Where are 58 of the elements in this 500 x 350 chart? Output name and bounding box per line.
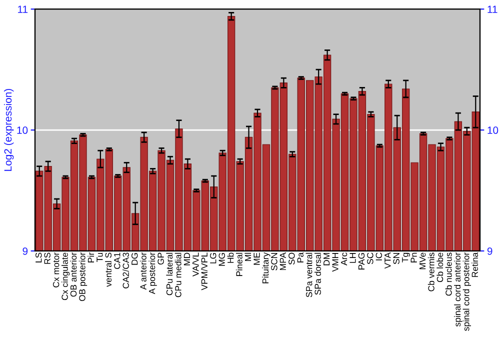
x-tick-label: Arc — [341, 252, 348, 266]
y2-tick-label: 10 — [488, 126, 498, 134]
x-tick-label: Pa — [297, 252, 304, 262]
x-tick-label: OB posterior — [78, 252, 88, 302]
x-tick-label: A anterior — [140, 252, 146, 290]
x-tick-label: Cx cingulate — [61, 252, 70, 300]
x-tick-label: VA/VL — [192, 252, 199, 276]
x-tick-label: Pn — [410, 252, 417, 262]
x-tick-label: DG — [131, 252, 138, 265]
x-tick-label: SO — [288, 252, 295, 265]
x-tick-label: DM — [324, 253, 330, 266]
x-tick-label: Tg — [402, 252, 410, 262]
x-tick-label: Tu — [96, 252, 103, 262]
x-tick-label: LG — [210, 252, 216, 264]
x-tick-label: MPA — [280, 252, 286, 270]
x-tick-label: MD — [184, 252, 190, 266]
x-tick-label: ME — [254, 252, 260, 265]
y2-tick-label: 9 — [487, 247, 492, 255]
x-tick-label: VTA — [384, 252, 391, 269]
x-tick-label: Cb vermis — [428, 252, 434, 292]
x-tick-label: OB anterior — [70, 252, 77, 297]
x-tick-label: CPu lateral — [166, 252, 173, 296]
y2-tick-label: 11 — [488, 6, 498, 13]
x-tick-label: CPu medial — [174, 252, 182, 298]
x-tick-label: spinal cord anterior — [454, 252, 462, 327]
x-tick-label: CA2/CA3 — [122, 252, 129, 288]
x-tick-label: SCN — [271, 253, 278, 270]
x-tick-label: MG — [218, 252, 225, 266]
x-tick-label: GP — [158, 252, 164, 265]
x-tick-label: SPa ventral — [306, 252, 312, 298]
x-tick-label: A posterior — [148, 252, 157, 294]
x-tick-label: Ml — [244, 252, 252, 261]
x-tick-label: PAG — [358, 252, 365, 270]
y-tick-label: 11 — [18, 6, 28, 13]
x-tick-label: MVe — [420, 252, 426, 270]
x-tick-label: Cx motor — [52, 252, 60, 288]
x-tick-label: CA1 — [114, 252, 120, 269]
x-tick-label: Cb nucleus — [445, 252, 452, 296]
x-tick-label: Pituitary — [262, 252, 270, 284]
x-tick-label: LS — [36, 252, 42, 262]
x-tick-label: Hb — [227, 252, 234, 263]
x-tick-label: SPa dorsal — [314, 252, 321, 295]
x-tick-label: VMH — [332, 253, 338, 272]
x-tick-label: SN — [393, 253, 400, 264]
x-tick-label: IC — [376, 252, 382, 260]
y-axis-title: Log2 (expression) — [4, 88, 14, 171]
y-tick-label: 9 — [22, 247, 28, 255]
x-tick-label: spinal cord posterior — [462, 252, 471, 331]
x-tick-label: Retina — [472, 252, 478, 277]
x-tick-label: ventral S — [105, 252, 112, 287]
x-tick-label: RS — [44, 252, 50, 264]
y-tick-label: 10 — [17, 126, 28, 134]
x-tick-label: Cb lobe — [436, 252, 444, 282]
x-tick-label: VPM/VPL — [201, 252, 208, 290]
x-tick-label: LH — [350, 253, 356, 263]
x-tick-label: SC — [367, 252, 374, 264]
x-tick-label: Pir — [88, 252, 94, 262]
x-tick-label: Pineal — [236, 252, 242, 276]
